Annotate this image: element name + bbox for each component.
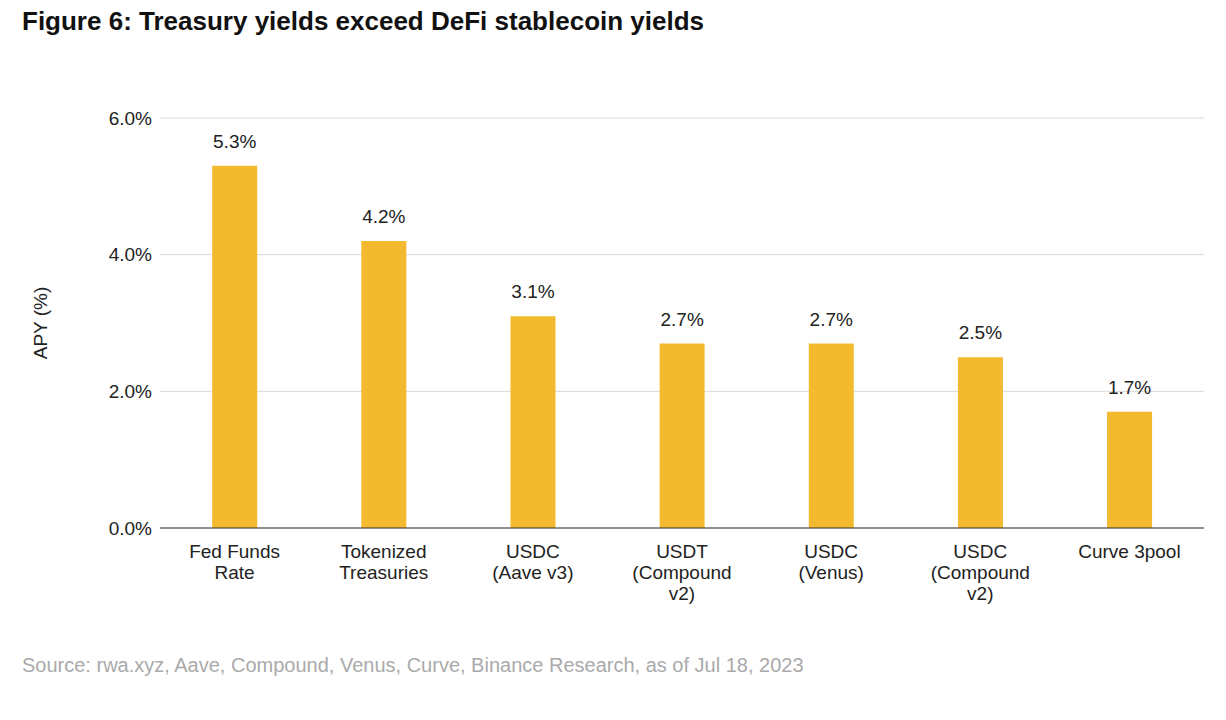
svg-text:2.0%: 2.0% xyxy=(109,381,152,402)
html-text:Source: rwa.xyz, Aave, Compoun: Source: rwa.xyz, Aave, Compound, Venus, … xyxy=(22,654,804,676)
svg-text:USDC(Aave v3): USDC(Aave v3) xyxy=(492,541,573,583)
svg-text:USDT(Compoundv2): USDT(Compoundv2) xyxy=(632,541,731,604)
svg-text:USDC(Compoundv2): USDC(Compoundv2) xyxy=(931,541,1030,604)
svg-text:3.1%: 3.1% xyxy=(511,281,554,302)
svg-text:6.0%: 6.0% xyxy=(109,108,152,129)
svg-text:2.5%: 2.5% xyxy=(959,322,1002,343)
svg-text:4.2%: 4.2% xyxy=(362,206,405,227)
svg-text:5.3%: 5.3% xyxy=(213,131,256,152)
html-text:Figure 6: Treasury yields exce: Figure 6: Treasury yields exceed DeFi st… xyxy=(22,6,705,36)
svg-text:1.7%: 1.7% xyxy=(1108,377,1151,398)
svg-text:Curve 3pool: Curve 3pool xyxy=(1078,541,1180,562)
svg-text:2.7%: 2.7% xyxy=(810,309,853,330)
svg-text:USDC(Venus): USDC(Venus) xyxy=(798,541,863,583)
svg-text:0.0%: 0.0% xyxy=(109,518,152,539)
svg-text:TokenizedTreasuries: TokenizedTreasuries xyxy=(339,541,428,583)
svg-text:4.0%: 4.0% xyxy=(109,244,152,265)
svg-text:Fed FundsRate: Fed FundsRate xyxy=(189,541,280,583)
svg-text:APY (%): APY (%) xyxy=(30,287,51,360)
svg-text:2.7%: 2.7% xyxy=(660,309,703,330)
